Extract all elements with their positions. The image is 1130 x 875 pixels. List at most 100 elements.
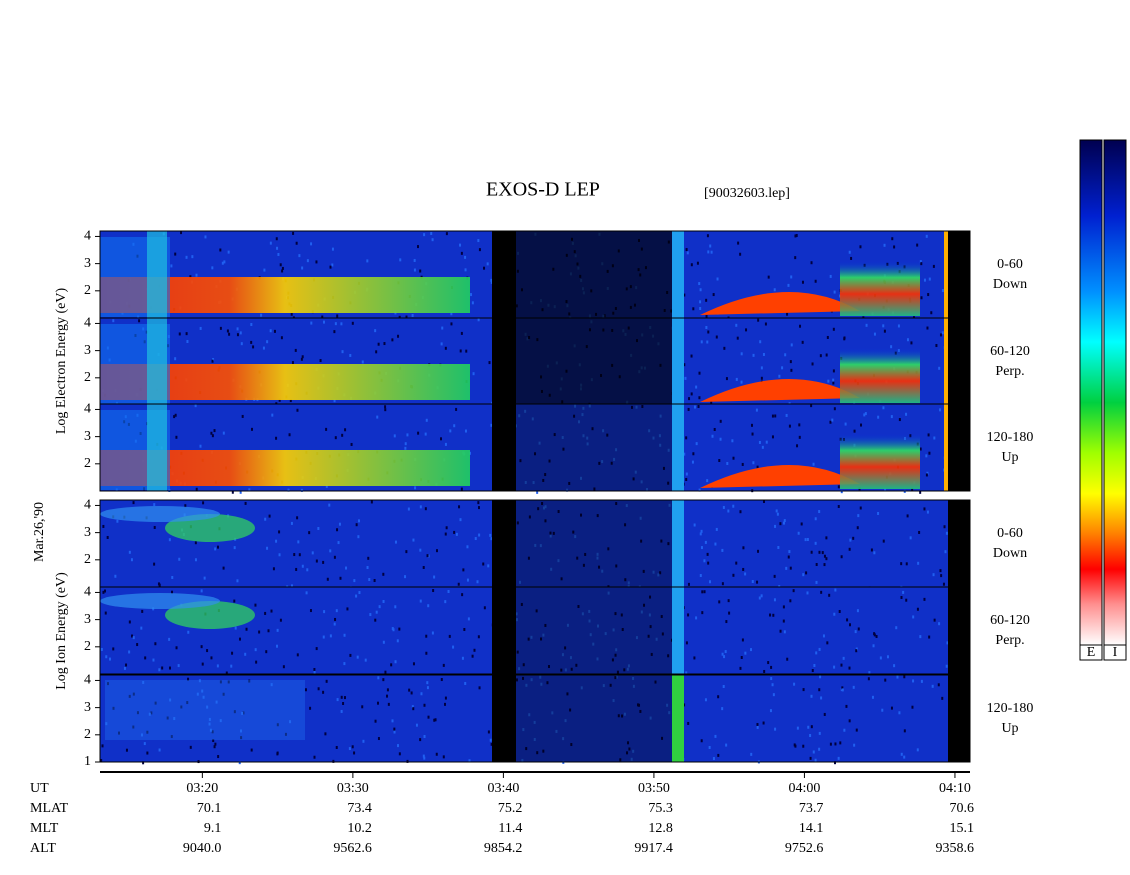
speckle	[685, 641, 688, 645]
speckle	[291, 361, 294, 365]
speckle	[826, 641, 829, 645]
speckle	[406, 433, 409, 437]
speckle	[897, 324, 900, 328]
speckle	[527, 637, 530, 641]
speckle	[234, 626, 237, 630]
speckle	[417, 245, 420, 249]
speckle	[340, 695, 343, 699]
speckle	[909, 536, 912, 540]
speckle	[298, 553, 301, 557]
speckle	[801, 340, 804, 344]
speckle	[859, 245, 862, 249]
speckle	[410, 691, 413, 695]
speckle	[344, 428, 347, 432]
speckle	[739, 252, 742, 256]
speckle	[856, 526, 859, 530]
speckle	[398, 752, 401, 756]
speckle	[334, 322, 337, 326]
speckle	[840, 663, 843, 667]
speckle	[570, 667, 573, 671]
speckle	[706, 234, 709, 238]
speckle	[228, 332, 231, 336]
y-tick-label: 3	[84, 429, 91, 444]
speckle	[290, 521, 293, 525]
speckle	[698, 396, 701, 400]
speckle	[561, 653, 564, 657]
speckle	[635, 405, 638, 409]
speckle	[793, 682, 796, 686]
speckle	[926, 326, 929, 330]
speckle	[340, 322, 343, 326]
speckle	[189, 275, 192, 279]
panel-label: 0-60	[997, 526, 1023, 541]
speckle	[735, 561, 738, 565]
speckle	[132, 636, 135, 640]
speckle	[940, 574, 943, 578]
speckle	[222, 431, 225, 435]
panel-label: Up	[1001, 721, 1018, 736]
speckle	[771, 435, 774, 439]
speckle	[695, 616, 698, 620]
speckle	[727, 599, 730, 603]
speckle	[477, 239, 480, 243]
speckle	[837, 504, 840, 508]
speckle	[564, 719, 567, 723]
speckle	[848, 666, 851, 670]
speckle	[419, 548, 422, 552]
speckle	[844, 422, 847, 426]
speckle	[739, 510, 742, 514]
speckle	[832, 369, 835, 373]
speckle	[699, 532, 702, 536]
speckle	[648, 613, 651, 617]
speckle	[488, 361, 491, 365]
speckle	[447, 589, 450, 593]
speckle	[857, 514, 860, 518]
speckle	[460, 331, 463, 335]
speckle	[588, 609, 591, 613]
speckle	[774, 727, 777, 731]
speckle	[690, 354, 693, 358]
speckle	[661, 736, 664, 740]
speckle	[615, 448, 618, 452]
speckle	[704, 540, 707, 544]
colorbar-label: E	[1087, 645, 1096, 660]
speckle	[616, 670, 619, 674]
speckle	[639, 516, 642, 520]
speckle	[404, 442, 407, 446]
speckle	[593, 487, 596, 491]
dim	[516, 587, 672, 674]
speckle	[128, 694, 131, 698]
speckle	[260, 313, 263, 317]
speckle	[773, 288, 776, 292]
speckle	[685, 472, 688, 476]
speckle	[848, 250, 851, 254]
speckle	[569, 708, 572, 712]
panel-frame	[99, 586, 971, 675]
speckle	[175, 646, 178, 650]
dim	[516, 675, 672, 762]
speckle	[850, 256, 853, 260]
speckle	[898, 711, 901, 715]
speckle	[799, 324, 802, 328]
speckle	[534, 452, 537, 456]
speckle	[857, 627, 860, 631]
speckle	[581, 413, 584, 417]
speckle	[281, 269, 284, 273]
speckle	[762, 721, 765, 725]
speckle	[374, 329, 377, 333]
speckle	[477, 635, 480, 639]
speckle	[772, 613, 775, 617]
speckle	[180, 705, 183, 709]
speckle	[439, 437, 442, 441]
speckle	[785, 566, 788, 570]
speckle	[648, 429, 651, 433]
speckle	[789, 566, 792, 570]
speckle	[683, 703, 686, 707]
speckle	[173, 717, 176, 721]
speckle	[531, 417, 534, 421]
speckle	[841, 686, 844, 690]
orbit-value: 12.8	[648, 821, 673, 836]
speckle	[408, 688, 411, 692]
speckle	[659, 571, 662, 575]
speckle	[660, 539, 663, 543]
